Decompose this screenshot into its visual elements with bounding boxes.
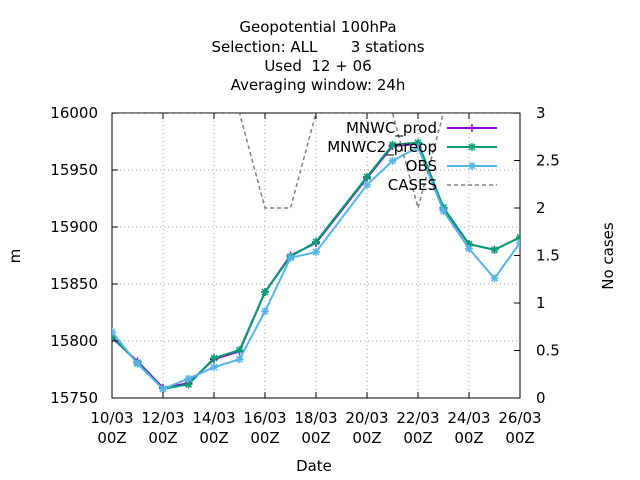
x-tick-label-hour: 00Z bbox=[505, 429, 534, 447]
x-tick-label-date: 16/03 bbox=[243, 409, 286, 427]
data-point-mnwc2-preop bbox=[261, 287, 269, 296]
x-tick-label-hour: 00Z bbox=[250, 429, 279, 447]
y-tick-label: 16000 bbox=[50, 104, 98, 122]
data-point-mnwc-prod bbox=[112, 333, 116, 342]
title-line-4: Averaging window: 24h bbox=[231, 76, 406, 94]
data-point-mnwc2-preop bbox=[312, 237, 320, 246]
series-layer bbox=[112, 113, 520, 393]
series-line-mnwc2-preop bbox=[112, 141, 520, 390]
data-point-obs bbox=[439, 207, 448, 216]
legend-label: MNWC_prod bbox=[346, 119, 437, 138]
legend-marker bbox=[468, 143, 476, 151]
data-point-obs bbox=[235, 355, 244, 364]
y-tick-label: 15850 bbox=[50, 275, 98, 293]
data-point-mnwc2-preop bbox=[388, 140, 397, 149]
grid-lines bbox=[112, 113, 520, 398]
data-point-obs bbox=[490, 274, 499, 283]
legend-label: MNWC2_preop bbox=[327, 138, 437, 157]
x-axis-label: Date bbox=[296, 457, 332, 475]
y2-tick-label: 0 bbox=[536, 389, 546, 407]
legend-marker bbox=[468, 124, 476, 132]
legend-label: OBS bbox=[406, 157, 437, 175]
data-point-obs bbox=[210, 363, 218, 372]
x-tick-label-date: 24/03 bbox=[447, 409, 490, 427]
y2-tick-label: 3 bbox=[536, 104, 546, 122]
title-line-3: Used 12 + 06 bbox=[264, 57, 371, 75]
x-tick-label-hour: 00Z bbox=[454, 429, 483, 447]
legend-item-cases: CASES bbox=[388, 176, 497, 194]
y-axis-label: m bbox=[6, 249, 24, 264]
legend-label: CASES bbox=[388, 176, 437, 194]
data-point-obs bbox=[363, 180, 371, 189]
title-line-2: Selection: ALL 3 stations bbox=[211, 38, 424, 56]
x-tick-label-date: 26/03 bbox=[498, 409, 541, 427]
data-point-obs bbox=[159, 384, 167, 393]
series-line-obs bbox=[112, 145, 520, 391]
title-line-1: Geopotential 100hPa bbox=[239, 18, 396, 36]
x-tick-label-hour: 00Z bbox=[97, 429, 126, 447]
y2-tick-label: 1 bbox=[536, 294, 546, 312]
data-point-obs bbox=[516, 238, 520, 247]
legend-item-mnwc-prod: MNWC_prod bbox=[346, 119, 497, 138]
y2-tick-label: 2.5 bbox=[536, 152, 560, 170]
y2-tick-label: 2 bbox=[536, 199, 546, 217]
chart-title: Geopotential 100hPa Selection: ALL 3 sta… bbox=[211, 18, 424, 94]
data-point-obs bbox=[261, 307, 269, 316]
data-point-obs bbox=[388, 156, 397, 165]
y2-axis-label: No cases bbox=[599, 222, 617, 290]
x-tick-label-date: 12/03 bbox=[141, 409, 184, 427]
y-tick-label: 15750 bbox=[50, 389, 98, 407]
x-tick-label-hour: 00Z bbox=[403, 429, 432, 447]
data-point-obs bbox=[414, 143, 422, 152]
data-point-obs bbox=[112, 327, 116, 336]
legend-item-mnwc2-preop: MNWC2_preop bbox=[327, 138, 497, 157]
x-tick-label-hour: 00Z bbox=[199, 429, 228, 447]
y-tick-label: 15950 bbox=[50, 161, 98, 179]
y2-tick-label: 0.5 bbox=[536, 342, 560, 360]
legend-item-obs: OBS bbox=[406, 157, 497, 175]
axis-layer: 10/03 00Z 12/03 00Z 14/03 00Z 16/03 00Z 18/03 00Z… bbox=[50, 104, 560, 447]
data-point-mnwc2-preop bbox=[516, 233, 520, 242]
data-point-obs bbox=[312, 248, 320, 257]
data-point-obs bbox=[133, 359, 142, 368]
data-point-mnwc2-preop bbox=[490, 245, 499, 254]
series-obs bbox=[112, 143, 520, 393]
data-point-obs bbox=[184, 374, 193, 383]
x-tick-label-date: 20/03 bbox=[345, 409, 388, 427]
y-tick-label: 15800 bbox=[50, 332, 98, 350]
x-tick-label-hour: 00Z bbox=[352, 429, 381, 447]
x-tick-label-date: 10/03 bbox=[90, 409, 133, 427]
y-tick-label: 15900 bbox=[50, 218, 98, 236]
data-point-mnwc2-preop bbox=[235, 346, 244, 355]
x-tick-label-hour: 00Z bbox=[148, 429, 177, 447]
x-tick-label-date: 14/03 bbox=[192, 409, 235, 427]
data-point-obs bbox=[286, 253, 295, 262]
x-tick-label-date: 18/03 bbox=[294, 409, 337, 427]
y2-tick-label: 1.5 bbox=[536, 247, 560, 265]
data-point-mnwc2-preop bbox=[184, 380, 193, 389]
x-tick-label-hour: 00Z bbox=[301, 429, 330, 447]
data-point-mnwc2-preop bbox=[210, 354, 218, 363]
legend-marker bbox=[468, 162, 476, 170]
data-point-mnwc2-preop bbox=[363, 172, 371, 181]
data-point-obs bbox=[465, 244, 473, 253]
x-tick-label-date: 22/03 bbox=[396, 409, 439, 427]
